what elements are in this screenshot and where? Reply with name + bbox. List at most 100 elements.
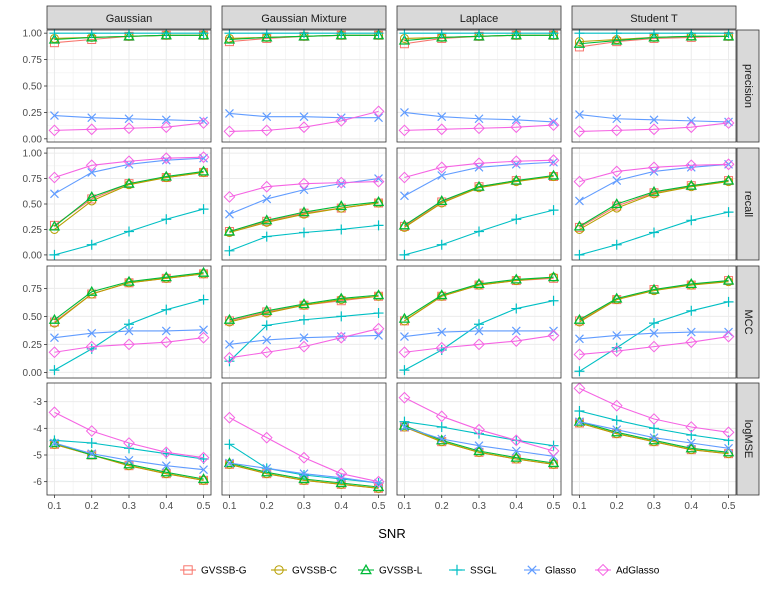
series-line xyxy=(229,294,379,321)
series-line xyxy=(579,336,729,356)
legend-label: GVSSB-L xyxy=(379,566,423,577)
x-tick-label: 0.4 xyxy=(684,501,698,512)
series-line xyxy=(404,426,554,465)
legend-item-glasso: Glasso xyxy=(523,561,577,579)
series-gvssb-l xyxy=(573,174,735,231)
data-point xyxy=(722,426,735,439)
panel-recall-gaussian xyxy=(46,147,212,261)
legend-marker xyxy=(451,564,463,576)
strip-gaussian: Gaussian xyxy=(46,5,212,30)
panel-border xyxy=(571,147,737,261)
data-point xyxy=(473,338,485,351)
data-point xyxy=(400,107,409,117)
series-adglasso xyxy=(48,151,210,184)
data-point xyxy=(86,285,98,296)
data-point xyxy=(547,329,560,342)
series-line xyxy=(229,417,379,483)
data-point xyxy=(723,296,734,307)
series-ssgl xyxy=(224,220,384,256)
data-point xyxy=(48,346,61,359)
data-point xyxy=(511,303,522,314)
data-point xyxy=(160,466,172,477)
x-tick-label: 0.4 xyxy=(509,501,523,512)
x-tick-label: 0.2 xyxy=(85,501,99,512)
data-point xyxy=(611,198,623,209)
data-point xyxy=(400,191,409,201)
series-line xyxy=(404,174,554,226)
series-glasso xyxy=(400,157,558,201)
data-point xyxy=(610,124,623,137)
data-point xyxy=(685,179,697,190)
x-tick-label: 0.1 xyxy=(573,501,587,512)
data-point xyxy=(437,171,447,180)
data-point xyxy=(299,469,309,479)
series-line xyxy=(579,180,729,227)
data-point xyxy=(474,428,484,439)
data-point xyxy=(160,446,173,459)
panel-logmse-gaussian-mixture xyxy=(221,382,387,496)
panel-precision-laplace xyxy=(396,28,562,143)
legend: GVSSB-G GVSSB-C GVSSB-L SSGL Glasso AdGlasso xyxy=(179,561,660,579)
data-point xyxy=(685,442,697,453)
panel-mcc-student-t xyxy=(571,265,737,379)
series-line xyxy=(404,334,554,353)
data-point xyxy=(510,174,522,185)
data-point xyxy=(648,31,660,42)
data-point xyxy=(398,391,411,404)
y-tick-label: 1.00 xyxy=(23,29,43,40)
data-point xyxy=(124,326,134,336)
data-point xyxy=(435,410,448,423)
data-point xyxy=(260,431,273,444)
data-point xyxy=(336,473,346,483)
panel-logmse-gaussian xyxy=(46,382,212,496)
data-point xyxy=(573,348,586,361)
x-axis-title: SNR xyxy=(378,526,405,541)
data-point xyxy=(574,406,585,416)
series-ssgl xyxy=(224,28,384,39)
series-glasso xyxy=(400,107,558,127)
data-point xyxy=(50,189,59,199)
data-point xyxy=(436,31,448,42)
legend-item-ssgl: SSGL xyxy=(448,561,497,579)
data-point xyxy=(575,110,584,119)
strip-background xyxy=(736,147,760,261)
ticks-layer: 0.00 0.25 0.50 0.75 1.00 0.00 0.25 0.50 0.75 1.00… xyxy=(23,29,736,512)
series-glasso xyxy=(50,325,208,343)
series-glasso xyxy=(225,331,383,349)
data-point xyxy=(648,283,660,294)
data-point xyxy=(722,30,735,41)
data-point xyxy=(87,449,97,459)
panel-border xyxy=(571,29,737,143)
x-tick-label: 0.1 xyxy=(223,501,237,512)
data-point xyxy=(400,332,409,341)
data-point xyxy=(398,346,411,359)
strip-background xyxy=(221,5,387,30)
series-gvssb-l xyxy=(48,437,210,484)
data-point xyxy=(685,278,697,289)
panels-layer xyxy=(46,28,737,496)
data-point xyxy=(224,439,235,450)
data-point xyxy=(649,115,659,125)
data-point xyxy=(510,121,523,134)
data-point xyxy=(612,114,622,124)
data-point xyxy=(335,477,347,488)
series-ssgl xyxy=(574,406,734,446)
series-line xyxy=(229,202,379,234)
data-point xyxy=(160,152,173,165)
data-point xyxy=(86,31,98,42)
data-point xyxy=(686,327,696,337)
data-point xyxy=(474,226,484,237)
data-point xyxy=(400,422,409,432)
series-adglasso xyxy=(223,322,385,364)
legend-label: GVSSB-G xyxy=(201,566,247,577)
y-tick-label: 0.25 xyxy=(23,225,43,236)
panel-border xyxy=(396,29,562,143)
strip-background xyxy=(736,265,760,379)
data-point xyxy=(398,171,411,184)
data-point xyxy=(649,423,659,434)
legend-marker xyxy=(360,563,372,575)
data-point xyxy=(225,339,234,349)
strip-background xyxy=(46,5,212,30)
panel-border xyxy=(396,147,562,261)
data-point xyxy=(511,446,521,456)
